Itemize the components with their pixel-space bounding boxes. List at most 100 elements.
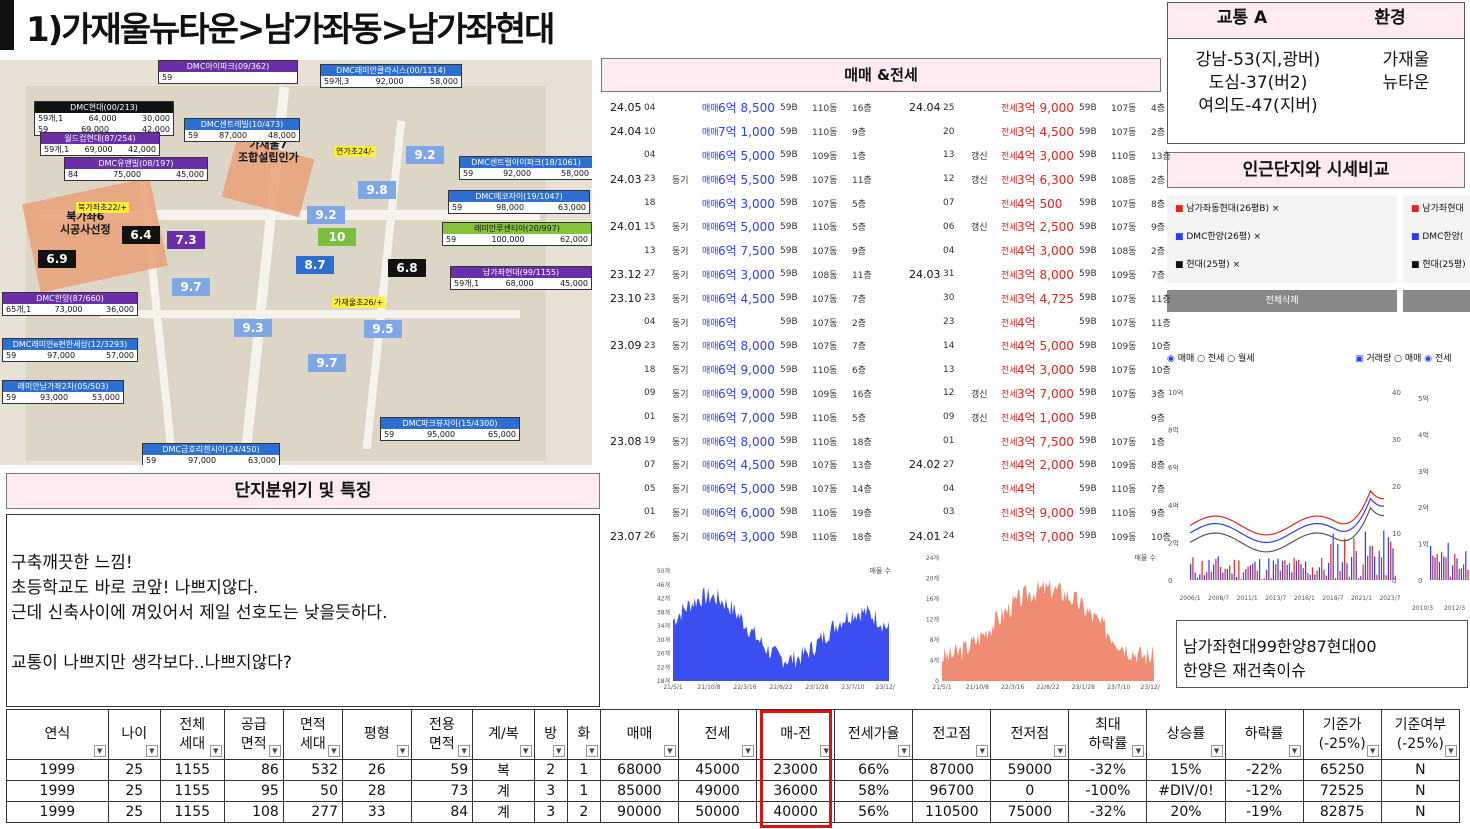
trade-row[interactable]: 12 갱신 전세 3억 6,300 59B 108동 2층 [909, 167, 1171, 191]
table-cell[interactable]: 40000 [756, 801, 836, 823]
trade-row[interactable]: 24.02 27 전세 4억 2,000 59B 109동 8층 [909, 453, 1171, 477]
table-row[interactable]: 1999 25 1155 86 532 26 59 복 2 1 68000 45000 23000 66%… [6, 759, 1461, 781]
trade-row[interactable]: 05 동기 매매 6억 5,000 59B 107동 14층 [610, 477, 872, 501]
table-cell[interactable]: 90000 [599, 801, 679, 823]
complex-label[interactable]: DMC금호리첸시아(24/450) 59 97,000 63,000 [142, 443, 280, 465]
complex-label[interactable]: DMC유앤빌(08/197) 84 75,000 45,000 [64, 157, 208, 181]
trade-row[interactable]: 23.10 23 동기 매매 6억 4,500 59B 107동 7층 [610, 286, 872, 310]
table-header-cell[interactable]: 방 ▼ [533, 709, 568, 760]
filter-dropdown-icon[interactable]: ▼ [1054, 745, 1067, 757]
complex-label[interactable]: DMC센트럴아이파크(18/1061) 59 92,000 58,000 [459, 156, 592, 180]
table-cell[interactable]: 75000 [990, 801, 1070, 823]
table-cell[interactable]: 45000 [677, 759, 758, 781]
filter-dropdown-icon[interactable]: ▼ [1210, 745, 1223, 757]
filter-dropdown-icon[interactable]: ▼ [1366, 745, 1379, 757]
table-cell[interactable]: 1999 [6, 780, 109, 802]
filter-dropdown-icon[interactable]: ▼ [519, 745, 532, 757]
table-cell[interactable]: -22% [1224, 759, 1304, 781]
clear-all-button[interactable]: 전체삭제 [1167, 290, 1397, 312]
trade-row[interactable]: 07 전세 4억 500 59B 107동 8층 [909, 191, 1171, 215]
table-header-cell[interactable]: 기준가 (-25%) ▼ [1302, 709, 1382, 760]
complex-label[interactable]: 래미안루센티아(20/997) 59 100,000 62,000 [442, 222, 592, 246]
complex-label[interactable]: DMC래미안e편한세상(12/3293) 59 97,000 57,000 [2, 338, 138, 362]
table-cell[interactable]: 96700 [912, 780, 992, 802]
table-cell[interactable]: 1155 [159, 759, 225, 781]
trade-row[interactable]: 23 전세 4억 59B 107동 11층 [909, 310, 1171, 334]
filter-dropdown-icon[interactable]: ▼ [93, 745, 106, 757]
table-cell[interactable]: 532 [282, 759, 344, 781]
table-cell[interactable]: 65250 [1302, 759, 1382, 781]
table-row[interactable]: 1999 25 1155 95 50 28 73 계 3 1 85000 49000 36000 58% 9… [6, 780, 1461, 802]
table-cell[interactable]: 15% [1146, 759, 1226, 781]
trade-row[interactable]: 14 전세 4억 5,000 59B 109동 10층 [909, 334, 1171, 358]
table-header-cell[interactable]: 평형 ▼ [342, 709, 412, 760]
complex-label[interactable]: DMC한양(87/660) 65개,1 73,000 36,000 [2, 292, 138, 316]
filter-dropdown-icon[interactable]: ▼ [585, 745, 598, 757]
filter-dropdown-icon[interactable]: ▼ [976, 745, 989, 757]
table-cell[interactable]: 복 [472, 759, 535, 781]
trade-row[interactable]: 12 갱신 전세 3억 7,000 59B 107동 3층 [909, 382, 1171, 406]
table-cell[interactable]: 87000 [912, 759, 992, 781]
complex-label[interactable]: DMC래미안클라시스(00/1114) 59개,3 92,000 58,000 [320, 64, 462, 88]
trade-row[interactable]: 04 매매 6억 5,000 59B 109동 1층 [610, 144, 872, 168]
trade-row[interactable]: 13 전세 4억 3,000 59B 107동 10층 [909, 358, 1171, 382]
feature-textbox[interactable]: 구축깨끗한 느낌! 초등학교도 바로 코앞! 나쁘지않다. 근데 신축사이에 껴… [6, 514, 600, 707]
filter-dropdown-icon[interactable]: ▼ [268, 745, 281, 757]
filter-dropdown-icon[interactable]: ▼ [1132, 745, 1145, 757]
complex-label[interactable]: DMC파크뷰자이(15/4300) 59 95,000 65,000 [380, 417, 520, 441]
table-cell[interactable]: 25 [107, 780, 161, 802]
filter-dropdown-icon[interactable]: ▼ [328, 745, 340, 757]
table-cell[interactable]: -12% [1224, 780, 1304, 802]
table-cell[interactable]: 2 [533, 759, 568, 781]
table-cell[interactable]: 계 [472, 780, 535, 802]
table-cell[interactable]: 59 [410, 759, 474, 781]
table-cell[interactable]: 72525 [1302, 780, 1382, 802]
chart-type-radio-group[interactable]: ◉ 매매 ○ 전세 ○ 월세 [1167, 354, 1255, 364]
trade-row[interactable]: 04 전세 4억 3,000 59B 108동 2층 [909, 239, 1171, 263]
table-header-cell[interactable]: 전세 ▼ [677, 709, 758, 760]
table-header-cell[interactable]: 전세가율 ▼ [834, 709, 914, 760]
trade-row[interactable]: 24.01 24 전세 3억 7,000 59B 109동 10층 [909, 524, 1171, 548]
complex-label[interactable]: DMC아이파크(09/362) 59 [158, 60, 298, 84]
filter-dropdown-icon[interactable]: ▼ [663, 745, 676, 757]
table-cell[interactable]: 110500 [912, 801, 992, 823]
trade-row[interactable]: 24.05 04 매매 6억 8,500 59B 110동 16층 [610, 96, 872, 120]
trade-row[interactable]: 24.03 31 전세 3억 8,000 59B 109동 7층 [909, 263, 1171, 287]
filter-dropdown-icon[interactable]: ▼ [1288, 745, 1301, 757]
complex-label[interactable]: DMC현대(00/213) 59개,1 64,000 30,000 59 69,000 42… [34, 101, 174, 136]
trade-row[interactable]: 20 전세 3억 4,500 59B 107동 2층 [909, 120, 1171, 144]
table-cell[interactable]: -32% [1068, 801, 1148, 823]
table-header-cell[interactable]: 매매 ▼ [599, 709, 679, 760]
table-cell[interactable]: 58% [834, 780, 914, 802]
filter-dropdown-icon[interactable]: ▼ [1445, 745, 1457, 757]
table-cell[interactable]: 1 [566, 759, 601, 781]
trade-row[interactable]: 04 전세 4억 59B 110동 7층 [909, 477, 1171, 501]
table-cell[interactable]: 1 [566, 780, 601, 802]
table-cell[interactable]: -100% [1068, 780, 1148, 802]
trade-row[interactable]: 24.04 25 전세 3억 9,000 59B 107동 4층 [909, 96, 1171, 120]
table-header-cell[interactable]: 화 ▼ [566, 709, 601, 760]
trade-row[interactable]: 01 동기 매매 6억 6,000 59B 110동 19층 [610, 501, 872, 525]
trade-row[interactable]: 23.12 27 동기 매매 6억 3,000 59B 108동 11층 [610, 263, 872, 287]
filter-dropdown-icon[interactable]: ▼ [145, 745, 158, 757]
table-header-cell[interactable]: 연식 ▼ [6, 709, 109, 760]
trade-row[interactable]: 06 갱신 전세 3억 2,500 59B 107동 9층 [909, 215, 1171, 239]
trade-row[interactable]: 01 전세 3억 7,500 59B 107동 1층 [909, 429, 1171, 453]
table-cell[interactable]: 50 [282, 780, 344, 802]
table-cell[interactable]: 108 [223, 801, 284, 823]
table-cell[interactable]: 1999 [6, 801, 109, 823]
trade-row[interactable]: 07 동기 매매 6억 4,500 59B 107동 13층 [610, 453, 872, 477]
table-header-cell[interactable]: 전용 면적 ▼ [410, 709, 474, 760]
filter-dropdown-icon[interactable]: ▼ [458, 745, 471, 757]
table-cell[interactable]: 28 [342, 780, 412, 802]
table-header-cell[interactable]: 계/복 ▼ [472, 709, 535, 760]
table-cell[interactable]: 86 [223, 759, 284, 781]
table-cell[interactable]: 20% [1146, 801, 1226, 823]
complex-label[interactable]: 남가좌현대(99/1155) 59개,1 68,000 45,000 [450, 266, 592, 290]
table-cell[interactable]: -19% [1224, 801, 1304, 823]
filter-dropdown-icon[interactable]: ▼ [742, 745, 755, 757]
table-cell[interactable]: 68000 [599, 759, 679, 781]
table-cell[interactable]: N [1380, 780, 1461, 802]
table-cell[interactable]: 56% [834, 801, 914, 823]
area-map[interactable]: 가재울7 조합설립인가 북가좌6 시공사선정 9.2 9.8 9.2 10 8.7 6.8 6.4 7… [0, 60, 592, 465]
